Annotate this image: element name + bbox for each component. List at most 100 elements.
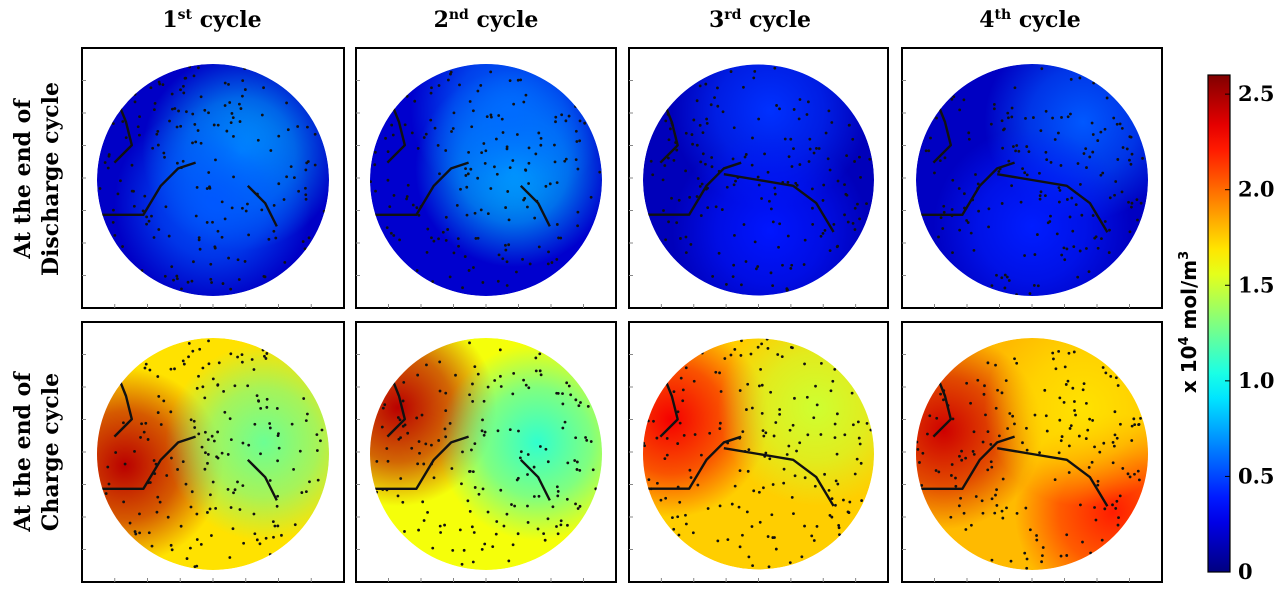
particle-dot	[505, 147, 509, 151]
colorbar	[1207, 74, 1231, 573]
particle-dot	[468, 100, 472, 103]
particle-dot	[1115, 436, 1119, 440]
particle-dot	[518, 456, 522, 460]
particle-dot	[396, 494, 400, 498]
particle-dot	[1093, 445, 1096, 449]
particle-dot	[730, 502, 734, 506]
particle-dot	[444, 238, 448, 242]
particle-dot	[293, 523, 297, 527]
particle-dot	[556, 391, 560, 395]
particle-dot	[383, 403, 387, 407]
particle-dot	[486, 510, 490, 514]
particle-dot	[209, 277, 213, 281]
particle-dot	[180, 287, 183, 291]
particle-dot	[924, 149, 928, 153]
particle-dot	[216, 123, 220, 127]
particle-dot	[170, 265, 174, 269]
particle-dot	[778, 408, 782, 411]
particle-dot	[1010, 106, 1014, 110]
particle-dot	[713, 96, 716, 99]
particle-dot	[448, 275, 452, 279]
particle-dot	[783, 137, 787, 141]
particle-dot	[1093, 506, 1096, 509]
particle-dot	[942, 204, 946, 208]
particle-dot	[665, 436, 669, 440]
particle-dot	[835, 452, 839, 456]
particle-dot	[1113, 410, 1117, 414]
particle-dot	[253, 532, 257, 536]
particle-dot	[1038, 451, 1041, 455]
particle-dot	[304, 197, 308, 201]
particle-dot	[197, 66, 200, 70]
particle-dot	[1006, 427, 1010, 430]
particle-dot	[426, 510, 429, 514]
particle-dot	[1101, 171, 1105, 175]
particle-dot	[231, 527, 235, 531]
particle-dot	[1049, 214, 1052, 218]
particle-dot	[815, 403, 819, 407]
particle-dot	[556, 532, 560, 536]
particle-dot	[199, 543, 203, 546]
particle-dot	[1007, 159, 1011, 163]
particle-dot	[853, 228, 857, 231]
particle-dot	[265, 352, 269, 355]
particle-dot	[526, 453, 530, 456]
particle-dot	[238, 508, 242, 511]
particle-dot	[176, 468, 179, 471]
particle-dot	[773, 66, 777, 70]
particle-dot	[699, 214, 703, 217]
particle-dot	[195, 386, 199, 390]
particle-dot	[733, 348, 737, 351]
particle-dot	[482, 399, 486, 403]
particle-dot	[699, 453, 703, 457]
particle-dot	[717, 251, 721, 255]
particle-dot	[489, 187, 493, 190]
particle-dot	[156, 495, 160, 499]
particle-dot	[939, 216, 943, 220]
particle-dot	[853, 472, 857, 476]
particle-dot	[197, 236, 201, 240]
panel-grid	[81, 47, 1163, 583]
particle-dot	[1048, 220, 1052, 223]
particle-dot	[554, 120, 557, 124]
particle-dot	[470, 125, 474, 129]
particle-dot	[214, 506, 218, 510]
crack-line	[370, 435, 469, 490]
particle-dot	[524, 93, 528, 97]
particle-dot	[718, 427, 722, 430]
particle-dot	[833, 422, 837, 426]
particle-dot	[269, 149, 273, 152]
particle-dot	[144, 362, 148, 366]
particle-dot	[1113, 193, 1116, 197]
particle-dot	[716, 539, 720, 543]
particle-dot	[467, 269, 471, 272]
particle-dot	[691, 142, 694, 146]
particle-dot	[688, 468, 692, 472]
particle-dot	[439, 531, 443, 534]
particle-dot	[1051, 116, 1054, 120]
particle-dot	[157, 80, 161, 84]
particle-dot	[504, 206, 508, 209]
particle-dot	[665, 453, 669, 457]
particle-dot	[149, 86, 153, 90]
particle-dot	[276, 459, 279, 463]
particle-dot	[706, 507, 710, 510]
particle-dot	[534, 152, 538, 156]
particle-dot	[1038, 171, 1041, 175]
particle-dot	[810, 534, 814, 538]
particle-dot	[466, 499, 470, 503]
particle-dot	[432, 476, 436, 480]
concentration-field	[916, 64, 1148, 296]
particle-dot	[175, 161, 179, 165]
particle-dot	[682, 433, 686, 437]
particle-dot	[1136, 218, 1139, 222]
crack-line	[723, 173, 835, 233]
particle-dot	[124, 136, 128, 140]
particle-dot	[1130, 152, 1134, 156]
particle-dot	[468, 393, 471, 397]
particle-dot	[643, 444, 646, 448]
particle-dot	[755, 267, 758, 271]
particle-dot	[111, 122, 115, 126]
particle-dot	[432, 239, 436, 243]
particle-dot	[752, 76, 756, 80]
